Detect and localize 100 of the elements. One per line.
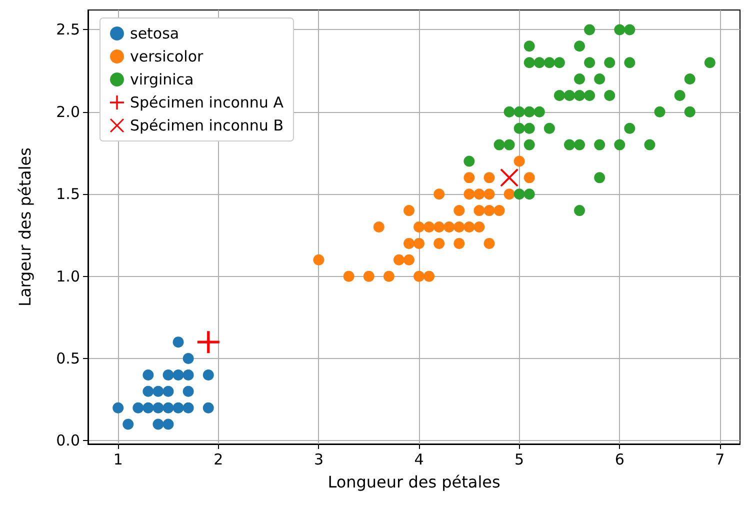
point <box>574 139 586 150</box>
point <box>464 188 475 200</box>
point <box>624 24 636 36</box>
point <box>162 402 174 414</box>
point <box>182 369 194 380</box>
point <box>494 139 505 150</box>
point <box>624 122 636 134</box>
point <box>524 139 535 150</box>
point <box>494 205 505 216</box>
point <box>142 369 154 380</box>
point <box>584 24 596 36</box>
point <box>152 386 164 397</box>
point <box>484 188 495 200</box>
x-tick-label: 4 <box>414 450 424 468</box>
y-tick-label: 0.0 <box>56 432 80 450</box>
point <box>373 222 384 232</box>
point <box>504 188 515 200</box>
point <box>424 222 435 232</box>
point <box>474 205 485 216</box>
point <box>162 418 174 430</box>
point <box>313 254 324 266</box>
point <box>684 106 696 118</box>
point <box>182 386 194 397</box>
point <box>434 188 445 200</box>
point <box>197 331 220 354</box>
x-axis-title: Longueur des pétales <box>328 472 500 492</box>
point <box>514 156 525 167</box>
x-tick-label: 5 <box>514 450 524 468</box>
y-tick-label: 2.0 <box>56 102 80 121</box>
point <box>424 270 435 282</box>
point <box>484 238 495 249</box>
point <box>152 418 164 430</box>
point <box>574 74 586 85</box>
point <box>644 139 656 150</box>
point <box>524 57 535 68</box>
legend-label: virginica <box>130 70 194 88</box>
point <box>484 205 495 216</box>
legend-label: Spécimen inconnu A <box>130 94 284 112</box>
point <box>574 40 586 52</box>
point <box>594 172 606 184</box>
point <box>403 254 414 266</box>
point <box>403 238 414 249</box>
point <box>574 90 586 101</box>
x-tick-label: 3 <box>314 450 324 468</box>
point <box>363 270 374 282</box>
point <box>162 386 174 397</box>
legend-label: Spécimen inconnu B <box>130 116 284 134</box>
point <box>654 106 666 118</box>
point <box>182 353 194 364</box>
y-tick-label: 2.5 <box>56 20 80 39</box>
point <box>403 205 414 216</box>
point <box>464 172 475 184</box>
point <box>674 90 686 101</box>
point <box>182 402 194 414</box>
point <box>142 402 154 414</box>
point <box>624 57 636 68</box>
point <box>614 24 626 36</box>
point <box>594 139 606 150</box>
point <box>544 57 555 68</box>
point <box>454 238 465 249</box>
point <box>454 222 465 232</box>
point <box>393 254 404 266</box>
point <box>514 122 525 134</box>
point <box>584 90 596 101</box>
x-tick-label: 7 <box>715 450 725 468</box>
point <box>564 139 575 150</box>
y-tick-label: 1.0 <box>56 267 80 286</box>
point <box>142 386 154 397</box>
point <box>544 122 555 134</box>
point <box>534 106 545 118</box>
y-axis-title: Largeur des pétales <box>16 148 34 306</box>
point <box>474 222 485 232</box>
point <box>454 205 465 216</box>
point <box>514 188 525 200</box>
point <box>554 57 565 68</box>
point <box>514 106 525 118</box>
legend-label: setosa <box>130 24 180 42</box>
point <box>524 40 535 52</box>
point <box>574 205 586 216</box>
point <box>202 369 214 380</box>
point <box>122 418 134 430</box>
point <box>383 270 394 282</box>
point <box>594 74 606 85</box>
point <box>504 139 515 150</box>
point <box>444 222 455 232</box>
point <box>564 90 575 101</box>
point <box>474 188 485 200</box>
point <box>524 172 535 184</box>
x-tick-label: 1 <box>113 450 123 468</box>
x-tick-label: 6 <box>614 450 624 468</box>
point <box>524 122 535 134</box>
point <box>172 369 184 380</box>
point <box>464 156 475 167</box>
point <box>132 402 144 414</box>
point <box>584 57 596 68</box>
point <box>152 402 164 414</box>
point <box>343 270 354 282</box>
point <box>434 238 445 249</box>
point <box>414 238 425 249</box>
point <box>534 57 545 68</box>
